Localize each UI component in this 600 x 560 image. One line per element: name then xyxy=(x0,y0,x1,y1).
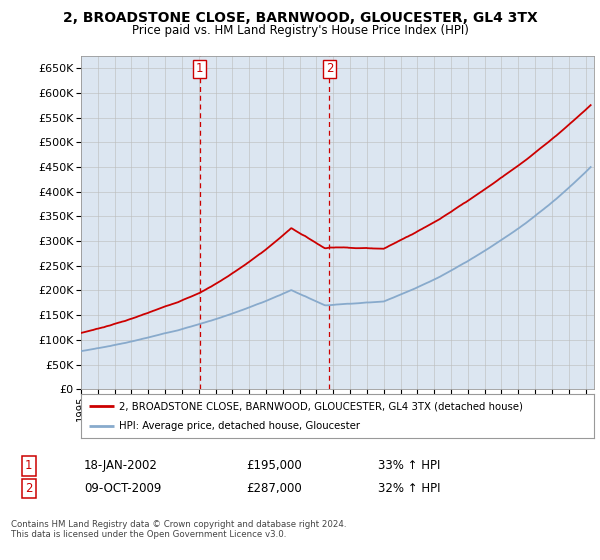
Text: 09-OCT-2009: 09-OCT-2009 xyxy=(84,482,161,495)
Text: 1: 1 xyxy=(25,459,32,473)
Text: Price paid vs. HM Land Registry's House Price Index (HPI): Price paid vs. HM Land Registry's House … xyxy=(131,24,469,36)
Text: 2, BROADSTONE CLOSE, BARNWOOD, GLOUCESTER, GL4 3TX (detached house): 2, BROADSTONE CLOSE, BARNWOOD, GLOUCESTE… xyxy=(119,401,523,411)
Text: £287,000: £287,000 xyxy=(246,482,302,495)
Text: 32% ↑ HPI: 32% ↑ HPI xyxy=(378,482,440,495)
Text: Contains HM Land Registry data © Crown copyright and database right 2024.
This d: Contains HM Land Registry data © Crown c… xyxy=(11,520,346,539)
Text: 18-JAN-2002: 18-JAN-2002 xyxy=(84,459,158,473)
Text: 33% ↑ HPI: 33% ↑ HPI xyxy=(378,459,440,473)
Text: £195,000: £195,000 xyxy=(246,459,302,473)
Text: 1: 1 xyxy=(196,62,203,75)
Text: 2, BROADSTONE CLOSE, BARNWOOD, GLOUCESTER, GL4 3TX: 2, BROADSTONE CLOSE, BARNWOOD, GLOUCESTE… xyxy=(62,11,538,25)
Text: 2: 2 xyxy=(25,482,32,495)
Text: HPI: Average price, detached house, Gloucester: HPI: Average price, detached house, Glou… xyxy=(119,421,361,431)
Text: 2: 2 xyxy=(326,62,333,75)
